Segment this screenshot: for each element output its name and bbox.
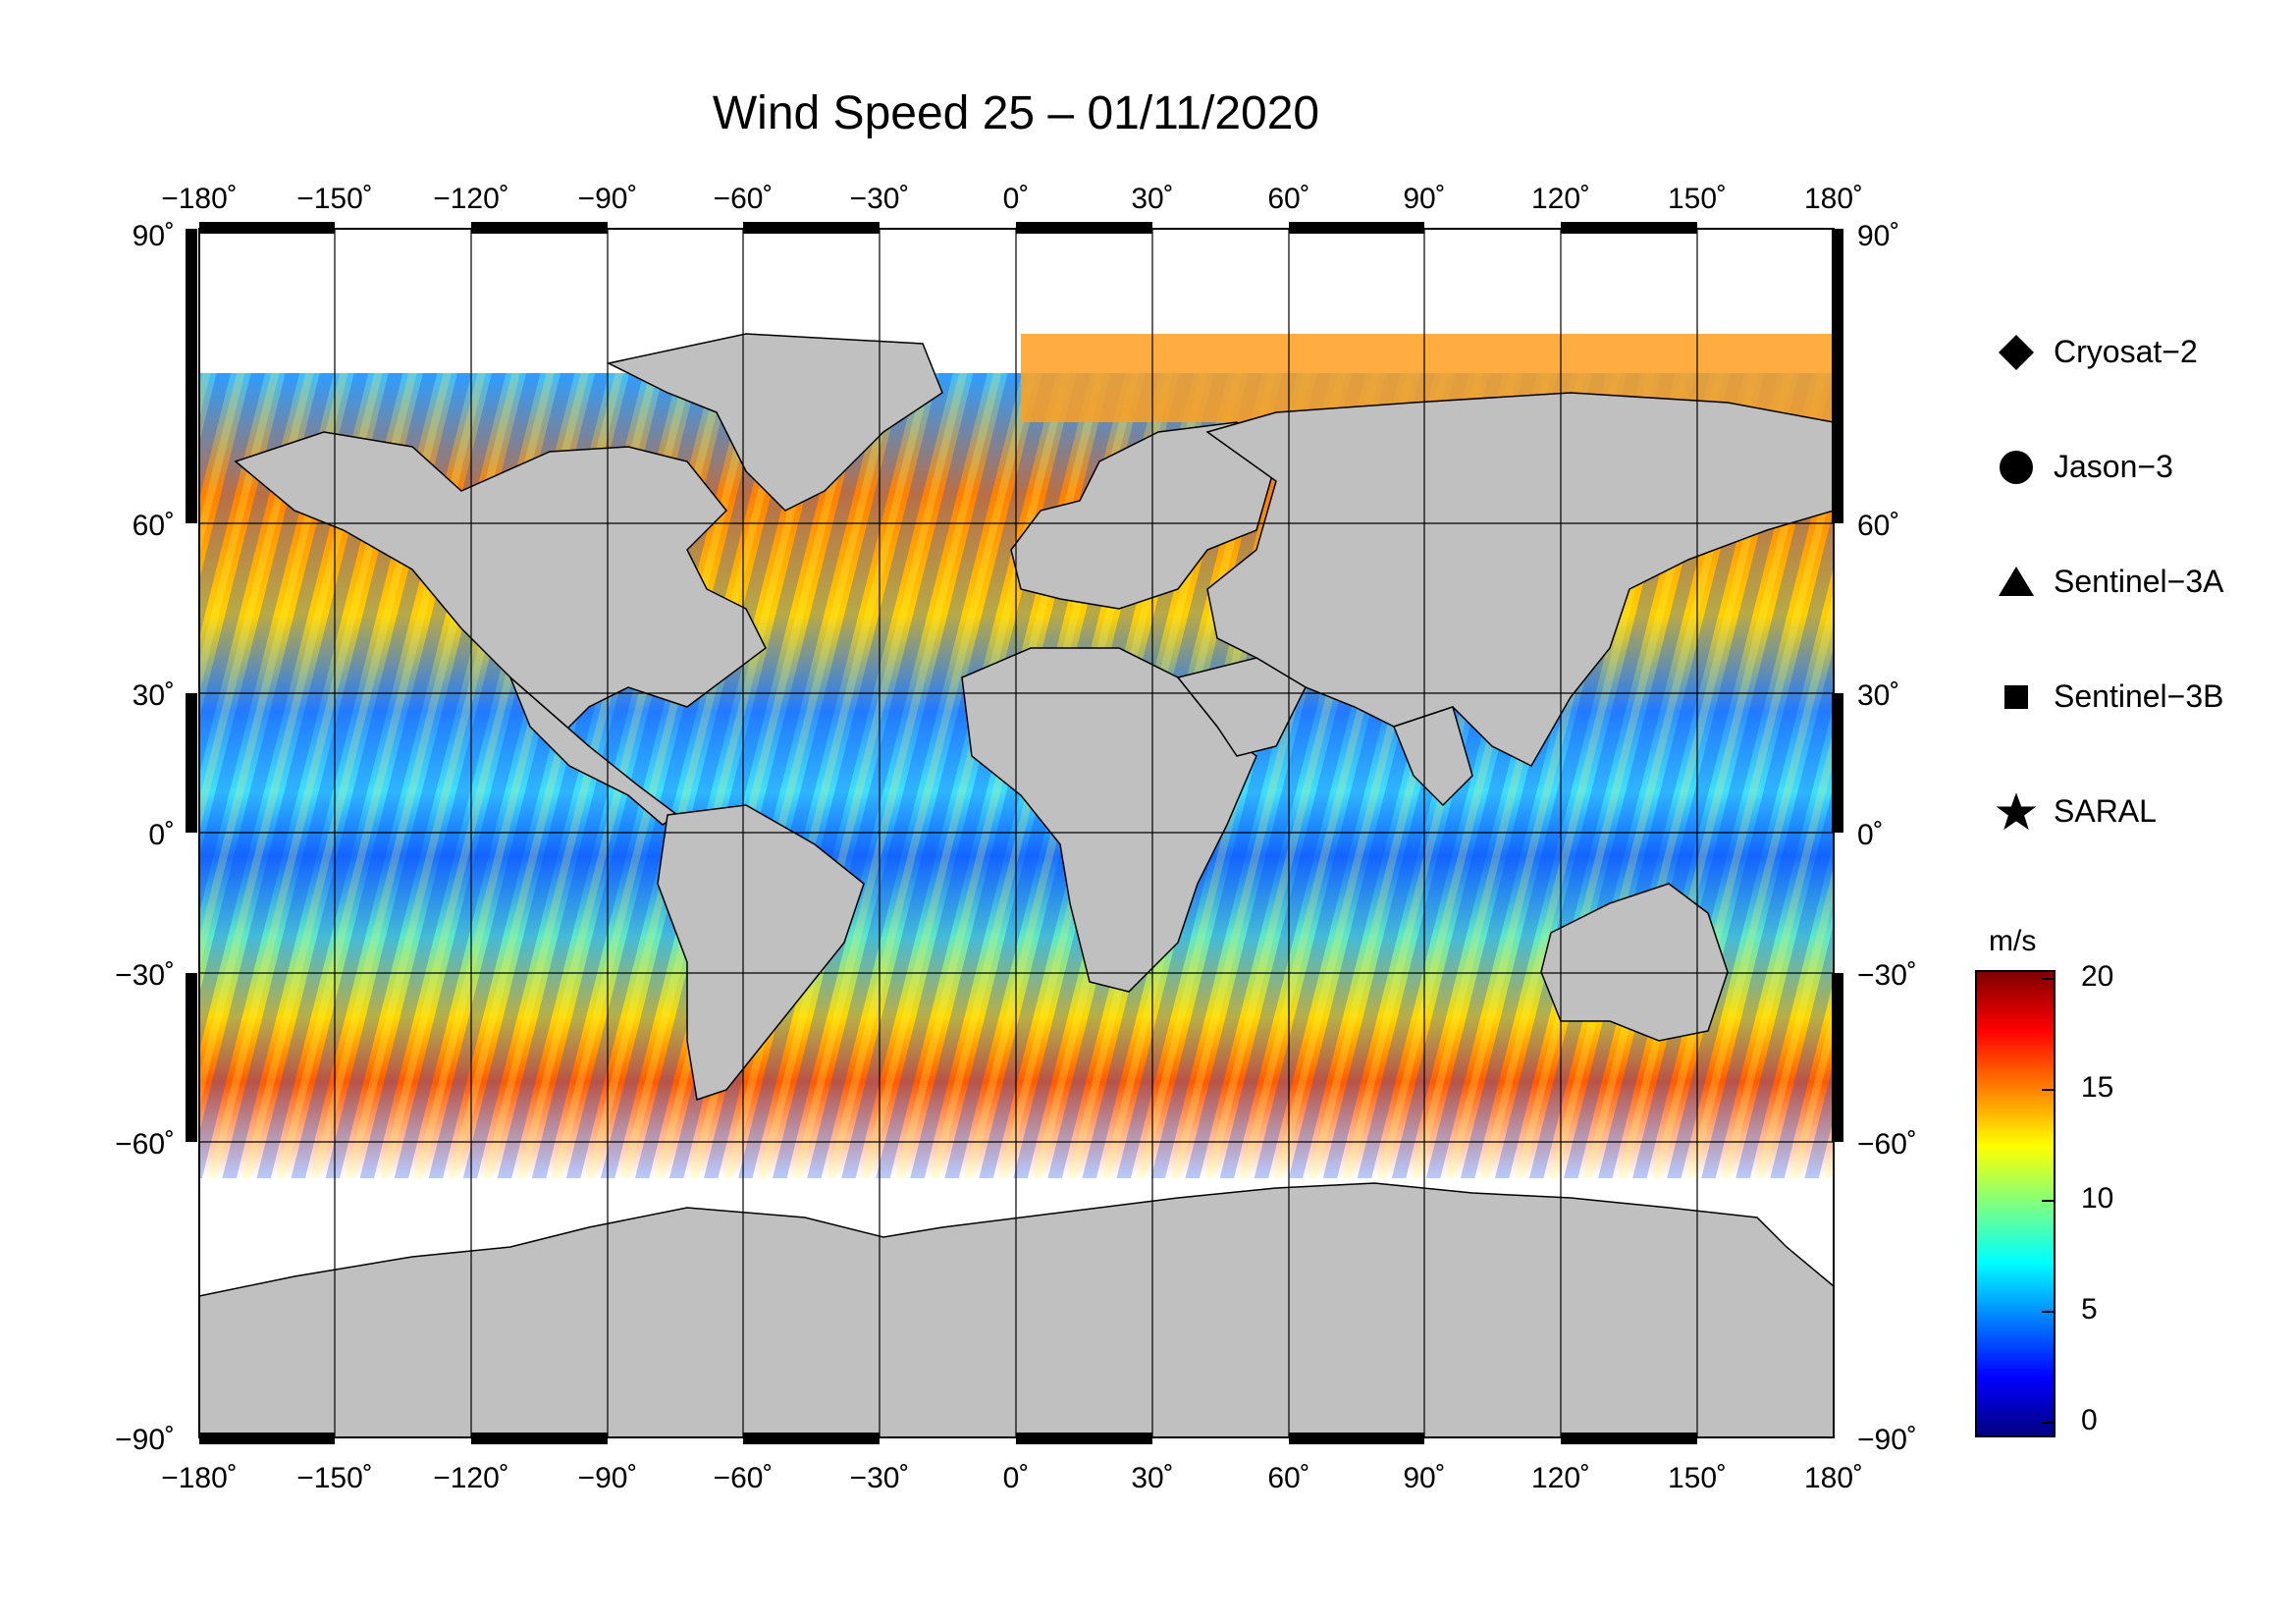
greenland: [606, 333, 943, 512]
lon-tick: 90˚: [1403, 1462, 1445, 1494]
lon-tick: 120˚: [1531, 183, 1590, 215]
lon-tick: −90˚: [578, 183, 638, 215]
lon-tick: −150˚: [296, 183, 373, 215]
lon-tick: 60˚: [1267, 183, 1309, 215]
circle-icon: [1993, 444, 2040, 491]
lon-tick: −30˚: [850, 183, 910, 215]
lat-tick-labels-left: 90˚ 60˚ 30˚ 0˚ −30˚ −60˚ −90˚: [115, 220, 175, 1456]
colorbar-tick: 10: [2081, 1182, 2114, 1215]
lon-tick: −120˚: [433, 1462, 509, 1494]
legend-label: Sentinel−3B: [2054, 678, 2224, 714]
africa: [961, 647, 1257, 993]
colorbar-tick-mark: [2042, 1422, 2054, 1424]
lon-tick: 60˚: [1267, 1462, 1309, 1494]
lat-tick: 60˚: [1857, 510, 1899, 542]
asia: [1205, 392, 1835, 767]
lon-tick: 90˚: [1403, 183, 1445, 215]
legend-item: Sentinel−3B: [1993, 639, 2277, 754]
lat-tick: 90˚: [1857, 220, 1899, 252]
lon-tick: 150˚: [1668, 183, 1727, 215]
lon-tick: −180˚: [161, 1462, 238, 1494]
lon-tick-labels-bottom: −180˚ −150˚ −120˚ −90˚ −60˚ −30˚ 0˚ 30˚ …: [161, 1462, 1863, 1494]
colorbar-tick-mark: [2042, 1089, 2054, 1091]
map-body: [186, 222, 1843, 1444]
colorbar-tick-mark: [2042, 1311, 2054, 1313]
lon-tick: −150˚: [296, 1462, 373, 1494]
lon-tick: 0˚: [1003, 1462, 1030, 1494]
europe: [1010, 421, 1277, 610]
lat-tick: −90˚: [115, 1424, 175, 1456]
north-america: [234, 431, 767, 748]
lat-tick: 60˚: [133, 510, 175, 542]
colorbar-tick-mark: [2042, 1200, 2054, 1202]
diamond-icon: [1993, 329, 2040, 376]
lon-tick: 0˚: [1003, 183, 1030, 215]
lat-tick: −30˚: [115, 959, 175, 992]
lat-tick: 0˚: [1857, 819, 1884, 851]
lat-tick: 0˚: [148, 819, 175, 851]
colorbar-tick: 0: [2081, 1404, 2098, 1436]
lon-tick: 180˚: [1804, 1462, 1863, 1494]
legend-label: Jason−3: [2054, 449, 2173, 484]
lon-tick: 150˚: [1668, 1462, 1727, 1494]
lon-tick: 30˚: [1131, 183, 1173, 215]
lon-tick: −60˚: [714, 1462, 774, 1494]
square-icon: [1993, 674, 2040, 721]
lat-tick: −30˚: [1857, 959, 1917, 992]
lon-tick: −90˚: [578, 1462, 638, 1494]
central-america: [509, 676, 679, 826]
map-title: Wind Speed 25 – 01/11/2020: [712, 87, 1320, 139]
south-america: [657, 804, 865, 1101]
legend-item: Sentinel−3A: [1993, 524, 2277, 639]
lon-tick-labels-top: −180˚ −150˚ −120˚ −90˚ −60˚ −30˚ 0˚ 30˚ …: [161, 183, 1863, 215]
lat-tick: −90˚: [1857, 1424, 1917, 1456]
arabia-india: [1176, 657, 1473, 807]
colorbar-tick-mark: [2042, 978, 2054, 980]
lat-tick: −60˚: [115, 1128, 175, 1161]
triangle-icon: [1993, 559, 2040, 606]
colorbar-tick: 15: [2081, 1071, 2114, 1104]
colorbar-tick: 20: [2081, 960, 2114, 993]
legend-label: Cryosat−2: [2054, 334, 2198, 369]
lat-tick: 30˚: [1857, 679, 1899, 712]
graticule: [199, 229, 1834, 1437]
legend-label: Sentinel−3A: [2054, 564, 2224, 599]
lat-tick: 30˚: [133, 679, 175, 712]
lon-tick: 120˚: [1531, 1462, 1590, 1494]
lon-tick: −60˚: [714, 183, 774, 215]
lat-tick: 90˚: [133, 220, 175, 252]
frame-border-checks: [186, 222, 1843, 1444]
lat-tick: −60˚: [1857, 1128, 1917, 1161]
legend-item: SARAL: [1993, 754, 2277, 869]
lon-tick: 30˚: [1131, 1462, 1173, 1494]
australia: [1540, 883, 1729, 1042]
satellite-legend: Cryosat−2 Jason−3 Sentinel−3A Sentinel−3…: [1993, 295, 2277, 869]
star-icon: [1993, 788, 2040, 836]
legend-item: Jason−3: [1993, 409, 2277, 524]
lon-tick: 180˚: [1804, 183, 1863, 215]
legend-item: Cryosat−2: [1993, 295, 2277, 409]
lon-tick: −30˚: [850, 1462, 910, 1494]
colorbar-unit: m/s: [1989, 925, 2037, 957]
lon-tick: −120˚: [433, 183, 509, 215]
lon-tick: −180˚: [161, 183, 238, 215]
legend-label: SARAL: [2054, 793, 2157, 829]
colorbar: [1975, 970, 2056, 1437]
colorbar-tick: 5: [2081, 1293, 2098, 1325]
lat-tick-labels-right: 90˚ 60˚ 30˚ 0˚ −30˚ −60˚ −90˚: [1857, 220, 1917, 1456]
